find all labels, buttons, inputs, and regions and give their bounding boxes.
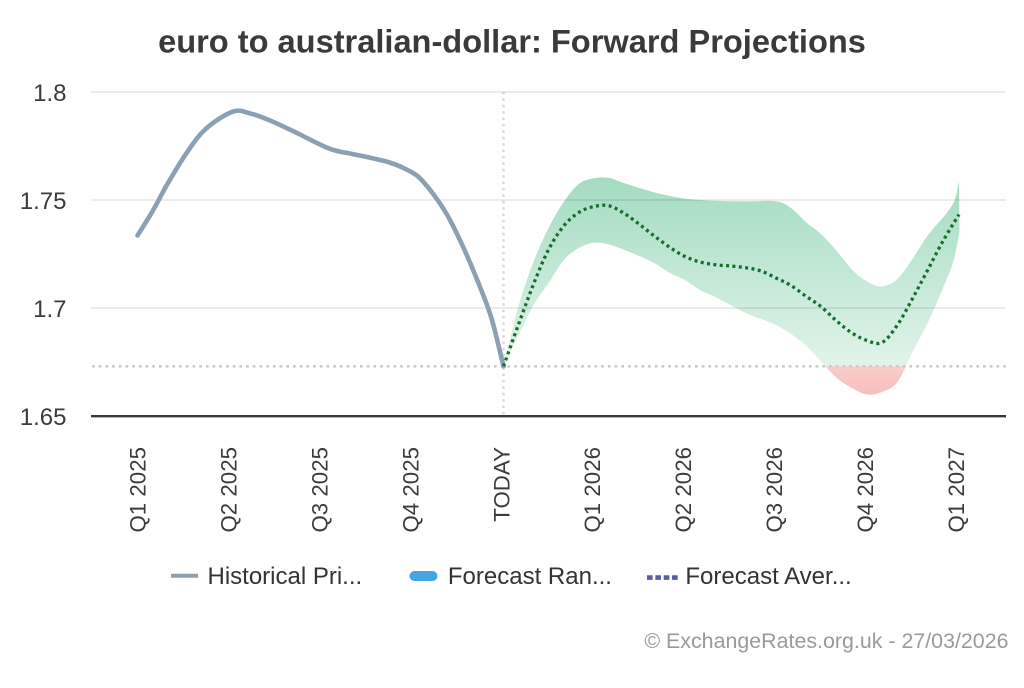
svg-text:Q3 2025: Q3 2025 xyxy=(307,447,332,533)
svg-text:Q1 2027: Q1 2027 xyxy=(944,447,969,533)
svg-text:1.7: 1.7 xyxy=(33,296,66,323)
svg-text:1.75: 1.75 xyxy=(20,188,67,215)
svg-text:Q1 2025: Q1 2025 xyxy=(126,447,151,533)
svg-text:Q2 2025: Q2 2025 xyxy=(216,447,241,533)
svg-text:© ExchangeRates.org.uk - 27/03: © ExchangeRates.org.uk - 27/03/2026 xyxy=(644,629,1008,653)
svg-text:1.65: 1.65 xyxy=(20,404,67,431)
svg-text:Q4 2026: Q4 2026 xyxy=(853,447,878,533)
svg-text:Q2 2026: Q2 2026 xyxy=(671,447,696,533)
svg-text:Q4 2025: Q4 2025 xyxy=(398,447,423,533)
svg-text:TODAY: TODAY xyxy=(489,447,514,522)
svg-text:Q1 2026: Q1 2026 xyxy=(580,447,605,533)
svg-text:Forecast Aver...: Forecast Aver... xyxy=(685,563,851,590)
svg-text:Forecast Ran...: Forecast Ran... xyxy=(448,563,612,590)
svg-text:euro to australian-dollar: For: euro to australian-dollar: Forward Proje… xyxy=(158,23,866,60)
svg-text:Q3 2026: Q3 2026 xyxy=(762,447,787,533)
svg-text:Historical Pri...: Historical Pri... xyxy=(208,563,363,590)
svg-text:1.8: 1.8 xyxy=(33,80,66,107)
